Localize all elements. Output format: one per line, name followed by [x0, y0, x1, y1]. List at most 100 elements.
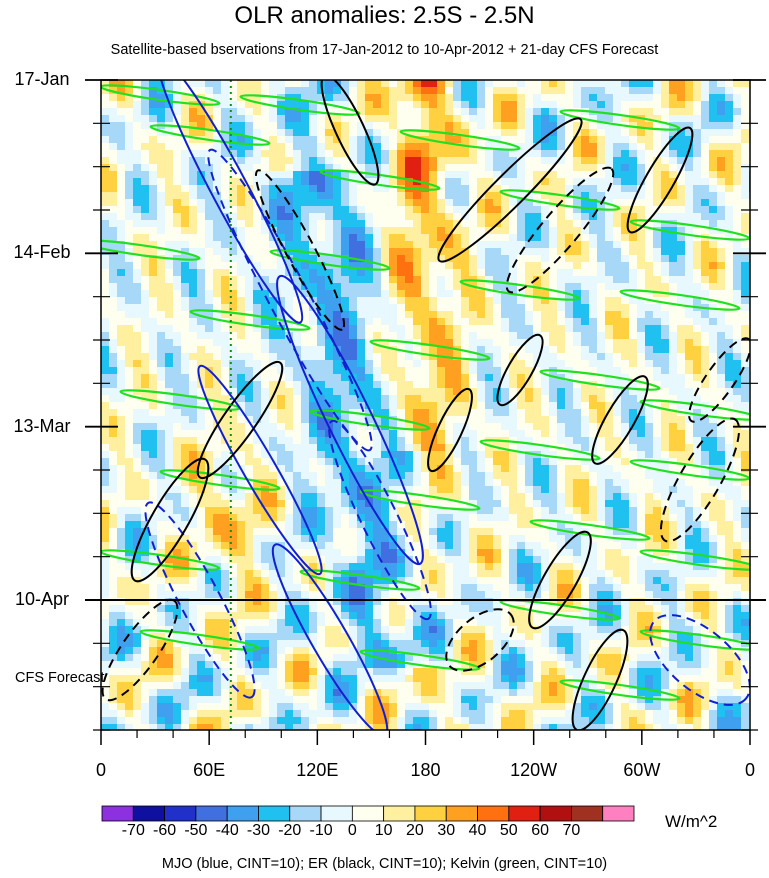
heatmap-cell: [469, 402, 478, 410]
heatmap-cell: [549, 381, 558, 389]
heatmap-cell: [373, 241, 382, 249]
heatmap-cell: [237, 430, 246, 438]
heatmap-cell: [189, 269, 198, 277]
heatmap-cell: [373, 199, 382, 207]
heatmap-cell: [477, 283, 486, 291]
heatmap-cell: [733, 206, 742, 214]
heatmap-cell: [437, 241, 446, 249]
heatmap-cell: [509, 220, 518, 228]
heatmap-cell: [525, 304, 534, 312]
heatmap-cell: [573, 94, 582, 102]
heatmap-cell: [525, 150, 534, 158]
heatmap-cell: [605, 276, 614, 284]
heatmap-cell: [517, 136, 526, 144]
heatmap-cell: [245, 122, 254, 130]
heatmap-cell: [309, 206, 318, 214]
heatmap-cell: [669, 297, 678, 305]
heatmap-cell: [269, 164, 278, 172]
heatmap-cell: [613, 115, 622, 123]
heatmap-cell: [701, 465, 710, 473]
heatmap-cell: [373, 157, 382, 165]
heatmap-cell: [525, 185, 534, 193]
heatmap-cell: [421, 199, 430, 207]
heatmap-cell: [485, 220, 494, 228]
heatmap-cell: [189, 479, 198, 487]
heatmap-cell: [189, 360, 198, 368]
heatmap-cell: [701, 164, 710, 172]
heatmap-cell: [605, 472, 614, 480]
heatmap-cell: [469, 213, 478, 221]
heatmap-cell: [205, 290, 214, 298]
heatmap-cell: [205, 276, 214, 284]
heatmap-cell: [389, 199, 398, 207]
heatmap-cell: [365, 87, 374, 95]
heatmap-cell: [733, 444, 742, 452]
heatmap-cell: [693, 213, 702, 221]
heatmap-cell: [421, 437, 430, 445]
heatmap-cell: [253, 437, 262, 445]
heatmap-cell: [565, 136, 574, 144]
heatmap-cell: [365, 248, 374, 256]
heatmap-cell: [629, 311, 638, 319]
heatmap-cell: [485, 87, 494, 95]
heatmap-cell: [645, 248, 654, 256]
heatmap-cell: [181, 220, 190, 228]
heatmap-cell: [301, 304, 310, 312]
heatmap-cell: [133, 143, 142, 151]
heatmap-cell: [173, 465, 182, 473]
heatmap-cell: [341, 311, 350, 319]
heatmap-cell: [717, 416, 726, 424]
heatmap-cell: [453, 353, 462, 361]
heatmap-cell: [405, 213, 414, 221]
heatmap-cell: [157, 108, 166, 116]
heatmap-cell: [237, 192, 246, 200]
heatmap-cell: [461, 136, 470, 144]
heatmap-cell: [341, 101, 350, 109]
heatmap-cell: [477, 423, 486, 431]
heatmap-cell: [741, 437, 750, 445]
heatmap-cell: [149, 94, 158, 102]
heatmap-cell: [245, 178, 254, 186]
heatmap-cell: [205, 206, 214, 214]
heatmap-cell: [389, 129, 398, 137]
heatmap-cell: [301, 409, 310, 417]
heatmap-cell: [261, 430, 270, 438]
heatmap-cell: [125, 94, 134, 102]
heatmap-cell: [605, 115, 614, 123]
heatmap-cell: [293, 395, 302, 403]
heatmap-cell: [149, 311, 158, 319]
heatmap-cell: [173, 297, 182, 305]
heatmap-cell: [229, 262, 238, 270]
heatmap-cell: [669, 143, 678, 151]
heatmap-cell: [701, 451, 710, 459]
heatmap-cell: [181, 122, 190, 130]
heatmap-cell: [421, 339, 430, 347]
heatmap-cell: [677, 423, 686, 431]
heatmap-cell: [309, 374, 318, 382]
heatmap-cell: [245, 332, 254, 340]
heatmap-cell: [141, 227, 150, 235]
heatmap-cell: [141, 374, 150, 382]
heatmap-cell: [413, 262, 422, 270]
heatmap-cell: [173, 283, 182, 291]
heatmap-cell: [581, 178, 590, 186]
heatmap-cell: [541, 185, 550, 193]
heatmap-cell: [205, 311, 214, 319]
heatmap-cell: [549, 283, 558, 291]
heatmap-cell: [453, 276, 462, 284]
heatmap-cell: [533, 437, 542, 445]
heatmap-cell: [157, 493, 166, 501]
heatmap-cell: [429, 276, 438, 284]
heatmap-cell: [637, 332, 646, 340]
heatmap-cell: [501, 94, 510, 102]
heatmap-cell: [237, 395, 246, 403]
heatmap-cell: [437, 339, 446, 347]
heatmap-cell: [381, 416, 390, 424]
heatmap-cell: [541, 276, 550, 284]
heatmap-cell: [685, 213, 694, 221]
heatmap-cell: [469, 486, 478, 494]
heatmap-cell: [197, 444, 206, 452]
heatmap-cell: [189, 374, 198, 382]
heatmap-cell: [333, 164, 342, 172]
heatmap-cell: [421, 171, 430, 179]
